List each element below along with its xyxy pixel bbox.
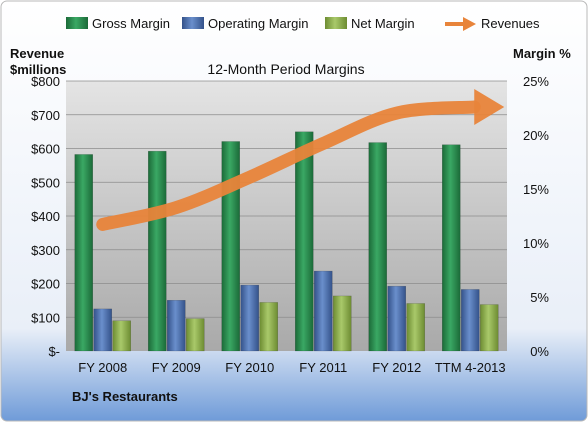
revenue-arrow [96, 89, 505, 231]
legend-label-gross-margin: Gross Margin [92, 16, 170, 31]
bar-operating-margin [93, 308, 112, 352]
legend-item-gross-margin: Gross Margin [66, 16, 170, 31]
legend-item-revenues: Revenues [445, 16, 540, 31]
legend-swatch-gross-margin [66, 17, 88, 29]
bar-gross-margin [368, 142, 387, 352]
bar-net-margin [480, 304, 499, 352]
bar-operating-margin [167, 299, 186, 352]
bar-gross-margin [148, 150, 167, 352]
left-tick-label: $400 [31, 209, 60, 224]
company-name: BJ's Restaurants [72, 389, 178, 404]
legend-label-operating-margin: Operating Margin [208, 16, 308, 31]
left-tick-label: $600 [31, 142, 60, 157]
revenue-arrow-shaft [96, 100, 481, 231]
bar-gross-margin [295, 131, 314, 352]
bar-operating-margin [387, 285, 406, 352]
left-axis-title-line1: Revenue [10, 46, 64, 61]
bar-operating-margin [461, 289, 480, 352]
bar-gross-margin [442, 144, 461, 352]
left-axis-title-line2: $millions [10, 62, 66, 77]
right-tick-label: 25% [523, 74, 549, 89]
left-tick-label: $500 [31, 175, 60, 190]
legend-item-operating-margin: Operating Margin [182, 16, 308, 31]
legend-swatch-operating-margin [182, 17, 204, 29]
left-tick-label: $100 [31, 310, 60, 325]
bars [74, 131, 499, 352]
category-label: TTM 4-2013 [435, 360, 506, 375]
right-tick-label: 10% [523, 236, 549, 251]
category-label: FY 2008 [78, 360, 127, 375]
right-tick-label: 0% [530, 344, 549, 359]
bar-operating-margin [240, 284, 259, 352]
bar-gross-margin [221, 141, 240, 352]
left-tick-label: $- [48, 344, 60, 359]
left-tick-label: $800 [31, 74, 60, 89]
right-tick-label: 20% [523, 128, 549, 143]
legend-label-net-margin: Net Margin [351, 16, 415, 31]
right-axis-title: Margin % [513, 46, 571, 61]
bar-net-margin [333, 295, 352, 352]
left-tick-label: $300 [31, 243, 60, 258]
legend: Gross Margin Operating Margin Net Margin… [66, 16, 540, 31]
bar-net-margin [186, 318, 205, 352]
category-label: FY 2012 [372, 360, 421, 375]
bar-gross-margin [74, 154, 93, 352]
right-tick-label: 15% [523, 182, 549, 197]
bar-net-margin [259, 302, 278, 352]
legend-label-revenues: Revenues [481, 16, 540, 31]
category-label: FY 2010 [225, 360, 274, 375]
left-axis-ticks: $- $100 $200 $300 $400 $500 $600 $700 $800 [31, 74, 60, 359]
bar-operating-margin [314, 270, 333, 352]
category-label: FY 2009 [152, 360, 201, 375]
category-labels: FY 2008 FY 2009 FY 2010 FY 2011 FY 2012 TTM 4… [78, 360, 505, 375]
right-axis-ticks: 0% 5% 10% 15% 20% 25% [523, 74, 549, 359]
left-tick-label: $700 [31, 108, 60, 123]
legend-swatch-net-margin [325, 17, 347, 29]
category-label: FY 2011 [299, 360, 347, 375]
left-tick-label: $200 [31, 277, 60, 292]
legend-item-net-margin: Net Margin [325, 16, 415, 31]
right-tick-label: 5% [530, 290, 549, 305]
bar-net-margin [406, 303, 425, 352]
revenue-arrow-head [474, 89, 505, 125]
bar-net-margin [112, 320, 131, 352]
legend-swatch-revenues-head [463, 17, 476, 31]
chart-title: 12-Month Period Margins [207, 61, 364, 77]
